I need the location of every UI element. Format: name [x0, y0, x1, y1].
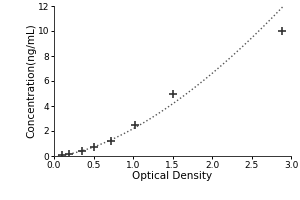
X-axis label: Optical Density: Optical Density [132, 171, 213, 181]
Y-axis label: Concentration(ng/mL): Concentration(ng/mL) [26, 24, 36, 138]
